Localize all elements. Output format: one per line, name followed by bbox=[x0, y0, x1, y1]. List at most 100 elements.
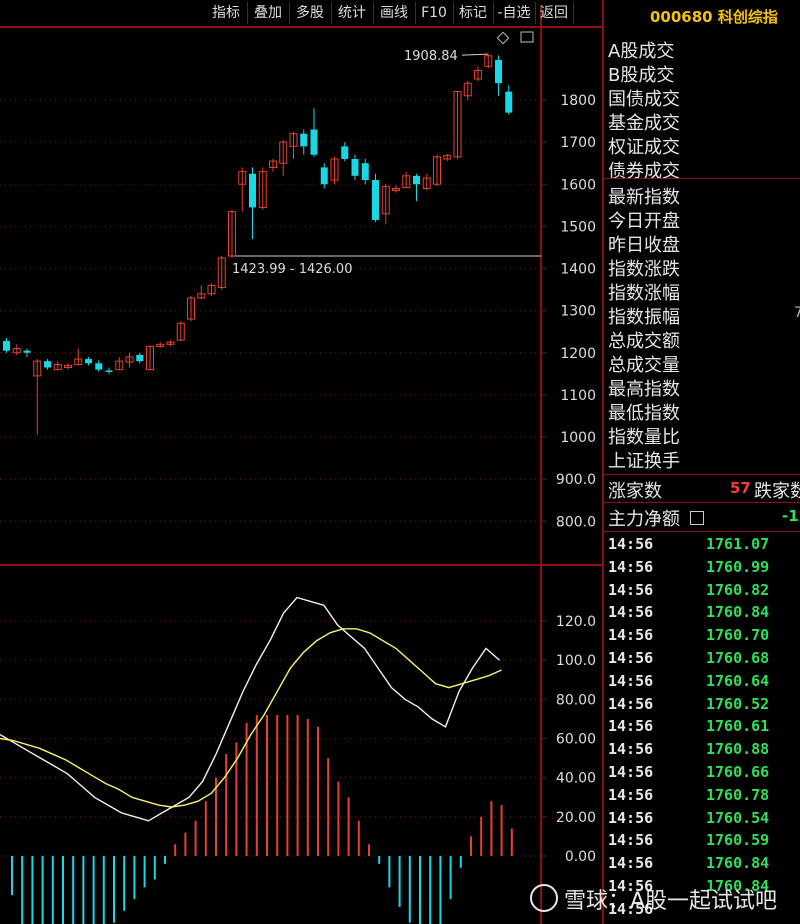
candle-body-down bbox=[105, 370, 113, 372]
tick-row: 14:56 1760.68 bbox=[604, 649, 800, 672]
quote-label: 指数涨跌 bbox=[608, 259, 680, 280]
candle-body-down bbox=[361, 163, 369, 181]
tick-value: 1761.07 bbox=[706, 535, 770, 553]
up-count-row: 涨家数 57 跌家数 bbox=[608, 477, 800, 503]
tick-time: 14:56 bbox=[608, 831, 654, 850]
candle-body-up bbox=[381, 185, 390, 215]
candle-body-up bbox=[443, 155, 452, 160]
quote-label: 指数量比 bbox=[608, 427, 680, 448]
tick-row: 14:56 1760.66 bbox=[604, 763, 800, 786]
toolbar-button[interactable]: 多股 bbox=[289, 2, 332, 24]
toolbar-button[interactable]: 叠加 bbox=[247, 2, 290, 24]
tick-time: 14:56 bbox=[608, 603, 654, 622]
chart-toolbar: 指标 叠加 多股 统计 画线 F10 标记 -自选 返回 bbox=[205, 0, 605, 26]
price-axis-label: 900.0 bbox=[556, 472, 596, 488]
candle-body-up bbox=[146, 345, 154, 371]
candle-body-up bbox=[402, 175, 411, 189]
tick-value: 1760.68 bbox=[706, 649, 770, 667]
tick-time: 14:56 bbox=[608, 763, 654, 781]
tick-value: 1760.59 bbox=[706, 831, 770, 850]
tick-value: 1760.52 bbox=[706, 694, 770, 713]
macd-axis-label: 20.00 bbox=[556, 810, 596, 826]
candle-body-down bbox=[44, 361, 51, 368]
stock-name: 科创综指 bbox=[717, 8, 778, 26]
toolbar-button[interactable]: F10 bbox=[415, 2, 454, 24]
candle-body-down bbox=[310, 129, 318, 155]
price-axis-label: 1600 bbox=[560, 177, 596, 193]
price-axis-label: 1100 bbox=[560, 388, 596, 404]
diamond-icon bbox=[496, 31, 510, 45]
tick-value: 1760.70 bbox=[706, 626, 770, 645]
candle-body-up bbox=[166, 341, 175, 345]
tick-row: 14:56 1760.84 bbox=[604, 854, 800, 877]
tick-time: 14:56 bbox=[608, 899, 654, 918]
tick-value: 1760.54 bbox=[706, 808, 770, 827]
quote-label: 总成交额 bbox=[608, 331, 680, 352]
quote-label: 昨日收盘 bbox=[608, 235, 680, 256]
price-axis-label: 1000 bbox=[560, 430, 596, 446]
candle-body-down bbox=[249, 173, 256, 208]
toolbar-button[interactable]: 画线 bbox=[373, 2, 416, 24]
snowball-icon bbox=[530, 884, 558, 912]
candle-body-up bbox=[207, 284, 216, 295]
price-axis-label: 1300 bbox=[560, 304, 596, 320]
tick-value: 1760.99 bbox=[706, 557, 770, 576]
candle-body-up bbox=[33, 360, 42, 377]
candle-body-up bbox=[453, 91, 462, 158]
candle-body-down bbox=[85, 359, 92, 364]
down-count-label: 跌家数 bbox=[754, 481, 800, 502]
high-pointer bbox=[461, 53, 489, 56]
candle-body-down bbox=[136, 354, 144, 362]
quote-label: 上证换手 bbox=[608, 451, 680, 472]
toolbar-button[interactable]: 返回 bbox=[535, 2, 574, 24]
menu-icon[interactable] bbox=[689, 511, 704, 525]
tick-time: 14:56 bbox=[608, 649, 654, 667]
toolbar-button[interactable]: 统计 bbox=[331, 2, 374, 24]
tick-value: 1760.84 bbox=[706, 603, 770, 622]
candle-body-down bbox=[372, 180, 379, 221]
macd-dea-line bbox=[0, 628, 502, 808]
panel-divider bbox=[604, 474, 800, 475]
tick-value: 1760.64 bbox=[706, 671, 770, 690]
candle-body-down bbox=[341, 146, 349, 159]
tick-value: 1760.61 bbox=[706, 717, 770, 736]
tick-time: 14:56 bbox=[608, 740, 654, 759]
quote-label: 最新指数 bbox=[608, 187, 680, 208]
quote-label: 最低指数 bbox=[608, 403, 680, 424]
tick-row: 14:56 1760.88 bbox=[604, 740, 800, 763]
candle-body-up bbox=[197, 293, 206, 299]
stray-digit: 7 bbox=[794, 305, 800, 321]
candle-body-up bbox=[115, 360, 124, 371]
toolbar-button[interactable]: -自选 bbox=[493, 2, 536, 24]
price-axis-label: 1200 bbox=[560, 346, 596, 362]
stock-chart[interactable]: 1800 1700 1600 1500 1400 1300 1200 1100 1000 900.… bbox=[0, 0, 604, 924]
tick-time: 14:56 bbox=[608, 580, 654, 599]
quote-label: 今日开盘 bbox=[608, 211, 680, 232]
quote-label: 基金成交 bbox=[608, 113, 680, 134]
panel-divider bbox=[604, 502, 800, 503]
macd-axis-label: 0.00 bbox=[565, 849, 596, 865]
tick-time: 14:56 bbox=[608, 854, 654, 873]
toolbar-button[interactable]: 标记 bbox=[453, 2, 494, 24]
quote-label: A股成交 bbox=[608, 41, 675, 62]
tick-value: 1760.84 bbox=[706, 877, 770, 895]
macd-dif-line bbox=[0, 596, 500, 822]
toolbar-button[interactable]: 指标 bbox=[205, 2, 248, 24]
candle-body-up bbox=[258, 171, 267, 208]
quote-label: 权证成交 bbox=[608, 137, 680, 158]
candle-body-down bbox=[95, 363, 103, 370]
tick-time: 14:56 bbox=[608, 626, 654, 645]
candle-body-down bbox=[300, 133, 308, 147]
up-count-value: 57 bbox=[730, 479, 751, 497]
candle-body-up bbox=[228, 211, 236, 257]
range-label: 1423.99 - 1426.00 bbox=[232, 262, 352, 277]
candle-body-up bbox=[269, 160, 277, 168]
mainflow-label: 主力净额 bbox=[608, 509, 680, 530]
tick-value: 1760.78 bbox=[706, 785, 770, 804]
macd-axis-label: 80.00 bbox=[556, 692, 596, 708]
tick-time: 14:56 bbox=[608, 717, 654, 736]
stock-title: 000680 科创综指 bbox=[650, 6, 778, 27]
tick-row: 14:56 1760.59 bbox=[604, 831, 800, 854]
tick-row: 14:56 1760.99 bbox=[604, 558, 800, 581]
quote-label: 指数涨幅 bbox=[608, 283, 680, 304]
